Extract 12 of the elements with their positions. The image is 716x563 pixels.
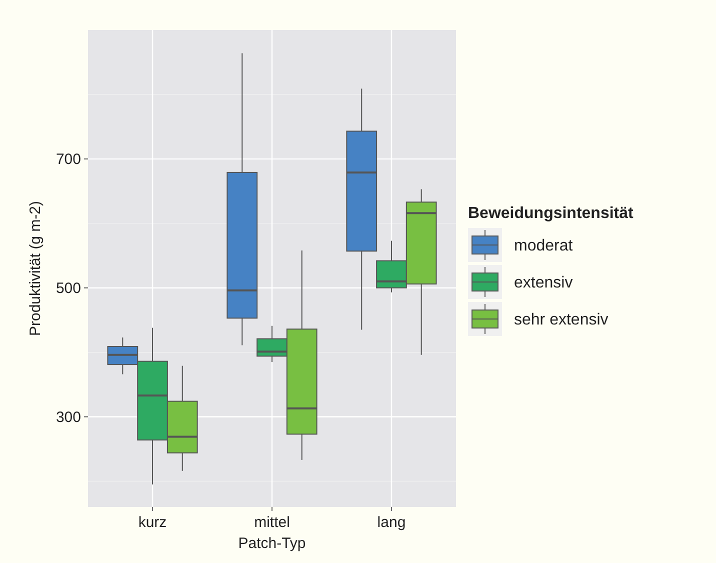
legend-label: extensiv: [514, 274, 573, 292]
x-axis-title: Patch-Typ: [238, 535, 306, 552]
x-tick-label: mittel: [254, 514, 290, 531]
y-axis-title: Produktivität (g m-2): [27, 200, 44, 336]
legend-title: Beweidungsintensität: [468, 205, 634, 222]
y-tick-label: 700: [56, 151, 81, 168]
y-tick-label: 300: [56, 409, 81, 426]
x-tick-label: kurz: [138, 514, 167, 531]
legend-label: moderat: [514, 238, 574, 255]
legend-label: sehr extensiv: [514, 312, 608, 329]
y-tick-label: 500: [56, 280, 81, 298]
x-tick-label: lang: [377, 514, 406, 531]
